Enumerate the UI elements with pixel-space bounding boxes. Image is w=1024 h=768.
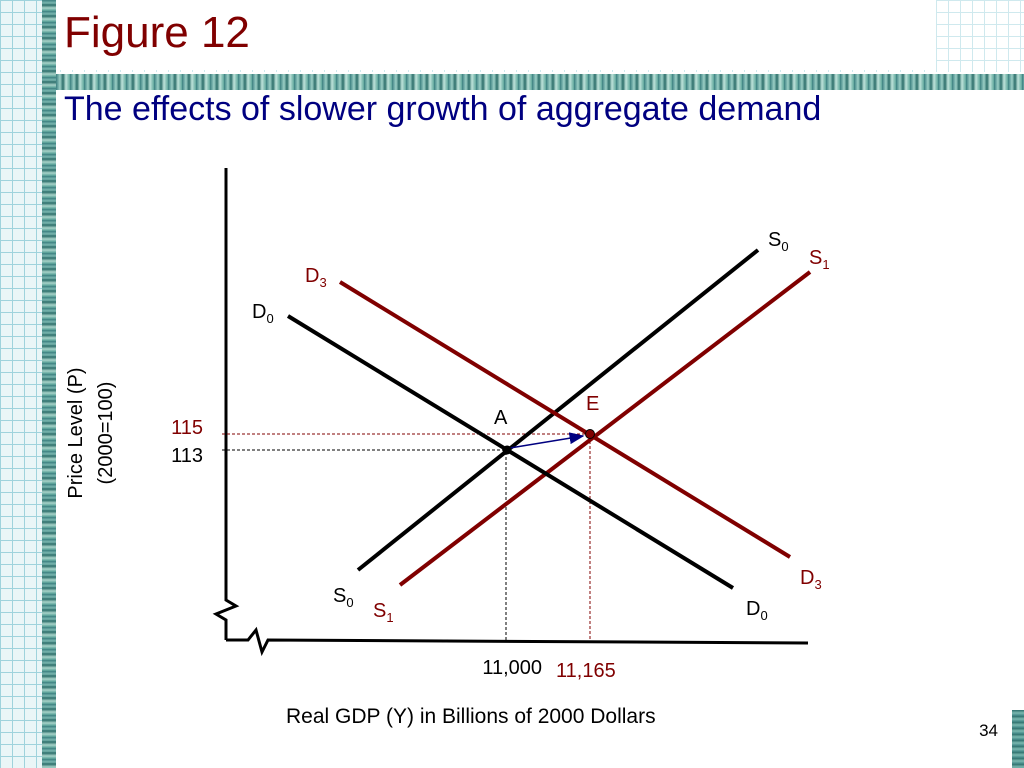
tick-gdp-11165: 11,165 (556, 660, 616, 682)
slide-subtitle: The effects of slower growth of aggregat… (64, 90, 822, 128)
tick-gdp-11000: 11,000 (482, 657, 542, 679)
tick-price-115: 115 (171, 417, 203, 439)
equilibrium-point-e (585, 429, 595, 439)
label-s0-bottom: S0 (333, 585, 354, 610)
y-axis (212, 168, 240, 640)
supply-curve-s1 (398, 270, 812, 587)
label-d3-top: D3 (305, 265, 327, 290)
point-label-e: E (586, 393, 599, 415)
title-background (56, 0, 936, 70)
figure-title: Figure 12 (64, 8, 250, 57)
label-s0-top: S0 (768, 229, 789, 254)
demand-curve-d3 (338, 280, 792, 559)
label-d3-bottom: D3 (800, 567, 822, 592)
equilibrium-shift-arrow (509, 432, 585, 449)
label-s1-bottom: S1 (373, 600, 394, 625)
page-number: 34 (979, 721, 998, 740)
equilibrium-point-a (502, 445, 512, 455)
x-axis (226, 626, 809, 657)
tick-price-113: 113 (171, 445, 203, 467)
top-texture-decoration (56, 74, 1024, 90)
bottom-right-texture-decoration (1012, 710, 1024, 768)
label-d0-top: D0 (252, 301, 274, 326)
left-texture-decoration (42, 0, 56, 768)
label-d0-bottom: D0 (746, 598, 768, 623)
x-axis-label: Real GDP (Y) in Billions of 2000 Dollars (286, 705, 656, 728)
point-label-a: A (494, 407, 508, 429)
left-grid-decoration (0, 0, 42, 768)
label-s1-top: S1 (809, 247, 830, 272)
supply-curve-s0 (356, 248, 760, 572)
page-number-box: 34 (950, 715, 1012, 765)
